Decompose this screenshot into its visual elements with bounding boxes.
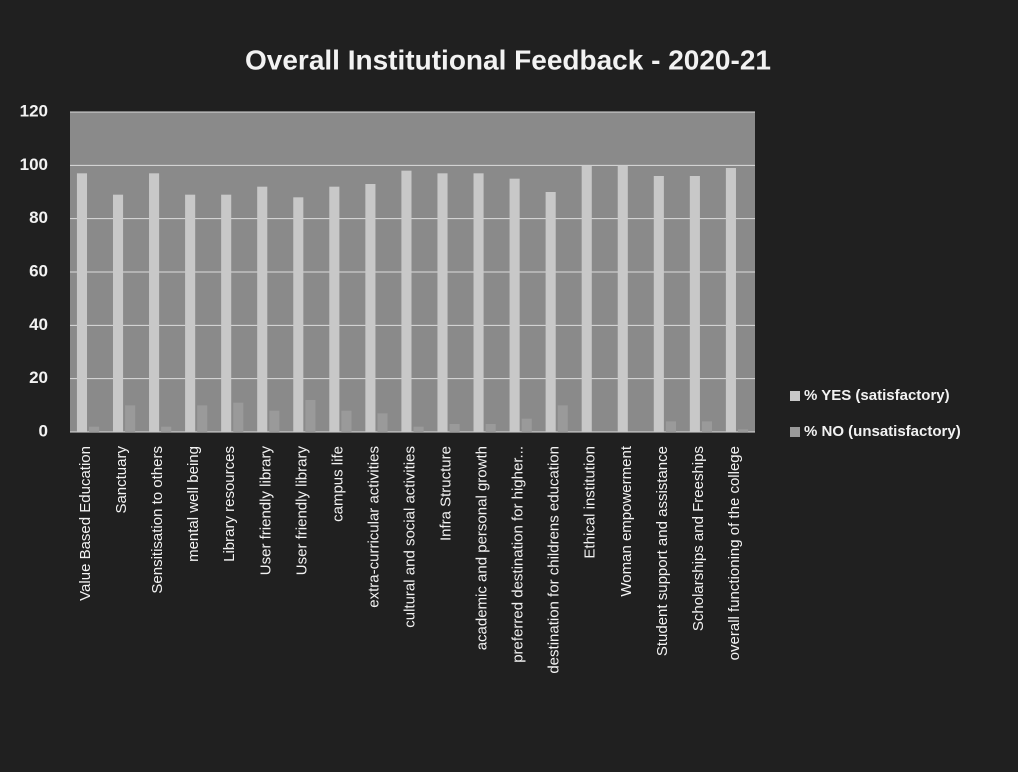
- bar: [414, 427, 424, 432]
- bar: [161, 427, 171, 432]
- bar: [510, 179, 520, 432]
- bar: [257, 187, 267, 432]
- y-tick-label: 0: [39, 421, 48, 440]
- x-tick-label: extra-curricular activities: [365, 446, 382, 608]
- x-tick-label: Scholarships and Freeships: [690, 446, 707, 631]
- bar: [149, 173, 159, 432]
- x-tick-label: Student support and assistance: [654, 446, 671, 656]
- x-tick-label: Woman empowerment: [618, 445, 635, 596]
- x-tick-label: preferred destination for higher...: [510, 446, 527, 663]
- bar: [666, 421, 676, 432]
- legend-swatch: [790, 391, 800, 401]
- y-tick-label: 60: [29, 261, 48, 280]
- x-tick-label: cultural and social activities: [401, 446, 418, 628]
- bar: [474, 173, 484, 432]
- x-tick-label: Library resources: [221, 446, 238, 562]
- x-tick-label: Sensitisation to others: [149, 446, 166, 594]
- bar: [546, 192, 556, 432]
- bar: [738, 429, 748, 432]
- x-tick-label: destination for childrens education: [546, 446, 563, 674]
- bar: [401, 171, 411, 432]
- bar: [233, 403, 243, 432]
- x-tick-label: User friendly library: [257, 446, 274, 576]
- x-tick-label: campus life: [329, 446, 346, 522]
- bar: [377, 413, 387, 432]
- bar: [450, 424, 460, 432]
- bar: [486, 424, 496, 432]
- x-tick-label: Value Based Education: [77, 446, 94, 601]
- x-tick-label: Sanctuary: [113, 446, 130, 514]
- bar: [221, 195, 231, 432]
- bar: [185, 195, 195, 432]
- bar: [702, 421, 712, 432]
- legend-label: % NO (unsatisfactory): [804, 423, 961, 440]
- bar: [726, 168, 736, 432]
- bar: [113, 195, 123, 432]
- bar: [329, 187, 339, 432]
- bar: [582, 165, 592, 432]
- y-tick-label: 20: [29, 368, 48, 387]
- bar: [365, 184, 375, 432]
- legend-swatch: [790, 427, 800, 437]
- bar: [618, 165, 628, 432]
- y-tick-label: 100: [20, 155, 48, 174]
- bar: [341, 411, 351, 432]
- x-tick-label: User friendly library: [293, 446, 310, 576]
- bar: [89, 427, 99, 432]
- x-tick-label: Infra Structure: [438, 446, 455, 541]
- bar: [437, 173, 447, 432]
- bar: [305, 400, 315, 432]
- bar: [197, 405, 207, 432]
- bar: [125, 405, 135, 432]
- legend-label: % YES (satisfactory): [804, 387, 950, 404]
- bar: [269, 411, 279, 432]
- bar: [293, 197, 303, 432]
- bar: [77, 173, 87, 432]
- y-tick-label: 120: [20, 101, 48, 120]
- x-tick-label: academic and personal growth: [474, 446, 491, 650]
- x-tick-label: Ethical institution: [582, 446, 599, 559]
- y-tick-label: 40: [29, 315, 48, 334]
- bar: [690, 176, 700, 432]
- bar: [558, 405, 568, 432]
- chart: Overall Institutional Feedback - 2020-21…: [0, 0, 1018, 772]
- bar: [522, 419, 532, 432]
- bar: [654, 176, 664, 432]
- x-tick-label: overall functioning of the college: [726, 446, 743, 660]
- chart-title: Overall Institutional Feedback - 2020-21: [245, 44, 771, 75]
- x-tick-label: mental well being: [185, 446, 202, 562]
- page: Overall Institutional Feedback - 2020-21…: [0, 0, 1018, 772]
- y-tick-label: 80: [29, 208, 48, 227]
